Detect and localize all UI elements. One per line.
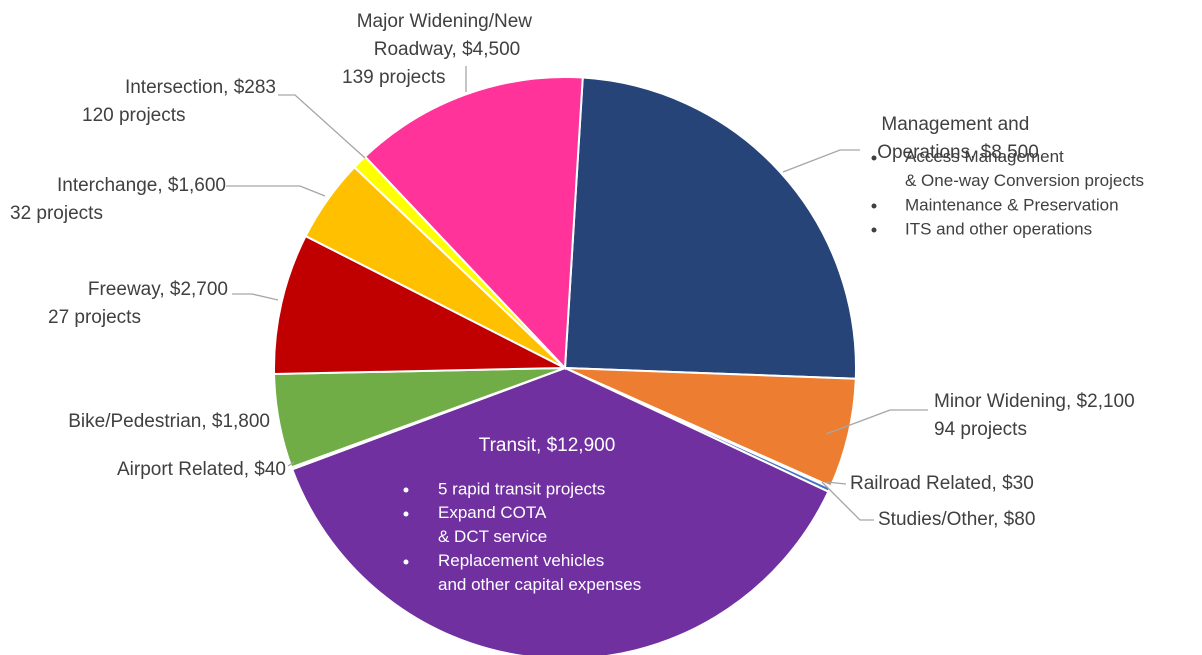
leader-line: [782, 149, 860, 173]
leader-line: [226, 185, 326, 197]
bullet: [403, 559, 409, 565]
data-label: Railroad Related, $30: [850, 473, 1034, 494]
bullet: [871, 203, 877, 209]
pie-slice: [273, 234, 566, 376]
leader-line: [278, 94, 366, 159]
data-label: Transit, $12,900: [479, 435, 616, 456]
data-label: Interchange, $1,600: [57, 175, 226, 196]
data-label: Major Widening/New Roadway, $4,500: [357, 11, 538, 60]
note: Replacement vehicles and other capital e…: [438, 551, 641, 594]
note: 5 rapid transit projects: [438, 479, 605, 498]
bullet: [871, 227, 877, 233]
leader-line: [825, 481, 847, 485]
bullet: [871, 155, 877, 161]
leader-line: [821, 481, 874, 521]
note: ITS and other operations: [905, 219, 1092, 238]
bullet: [403, 487, 409, 493]
data-label: Management and Operations, $8,500: [877, 114, 1039, 163]
data-label: Freeway, $2,700: [88, 279, 228, 300]
project-count: 139 projects: [342, 67, 446, 88]
note: Maintenance & Preservation: [905, 195, 1119, 214]
data-label: Airport Related, $40: [117, 459, 286, 480]
pie-slice: [563, 76, 857, 380]
project-count: 94 projects: [934, 419, 1027, 440]
project-count: 120 projects: [82, 105, 186, 126]
bullet: [403, 511, 409, 517]
note: Access Management & One-way Conversion p…: [905, 147, 1144, 190]
leader-line: [825, 409, 928, 435]
data-label: Studies/Other, $80: [878, 509, 1035, 530]
data-label: Minor Widening, $2,100: [934, 391, 1135, 412]
leader-line: [232, 293, 279, 301]
project-count: 27 projects: [48, 307, 141, 328]
data-label: Bike/Pedestrian, $1,800: [68, 411, 270, 432]
leader-line: [287, 461, 295, 467]
project-count: 32 projects: [10, 203, 103, 224]
pie-slice: [363, 76, 584, 371]
pie-slice: [290, 366, 830, 655]
note: Expand COTA & DCT service: [438, 503, 550, 546]
data-label: Intersection, $283: [125, 77, 276, 98]
